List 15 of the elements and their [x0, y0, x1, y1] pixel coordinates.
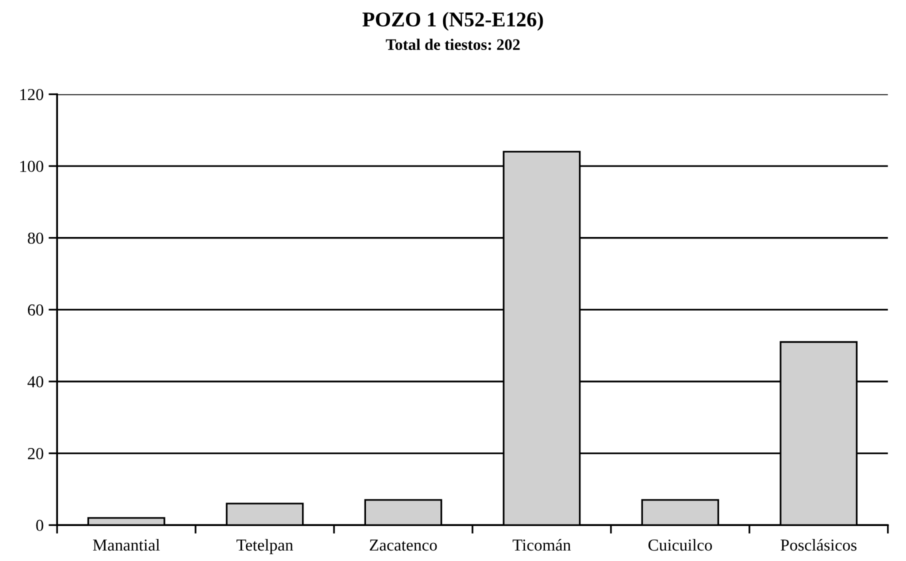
y-tick-label: 80: [28, 232, 44, 244]
y-tick-label: 40: [28, 376, 44, 388]
x-tick-label: Tetelpan: [236, 538, 294, 554]
y-tick-label: 100: [20, 160, 44, 172]
chart-title: POZO 1 (N52-E126): [362, 12, 543, 31]
x-tick-label: Zacatenco: [370, 540, 437, 551]
y-tick-label: 0: [36, 520, 44, 532]
x-tick-label: Manantial: [93, 538, 160, 551]
y-tick-label: 120: [20, 88, 44, 100]
x-tick-label: Cuicuilco: [648, 538, 712, 551]
x-tick-label: Ticomán: [512, 538, 571, 551]
y-tick-label: 20: [28, 448, 44, 460]
x-tick-label: Posclásicos: [780, 538, 856, 551]
y-tick-label: 60: [28, 304, 44, 316]
chart-subtitle: Total de tiestos: 202: [386, 38, 520, 50]
